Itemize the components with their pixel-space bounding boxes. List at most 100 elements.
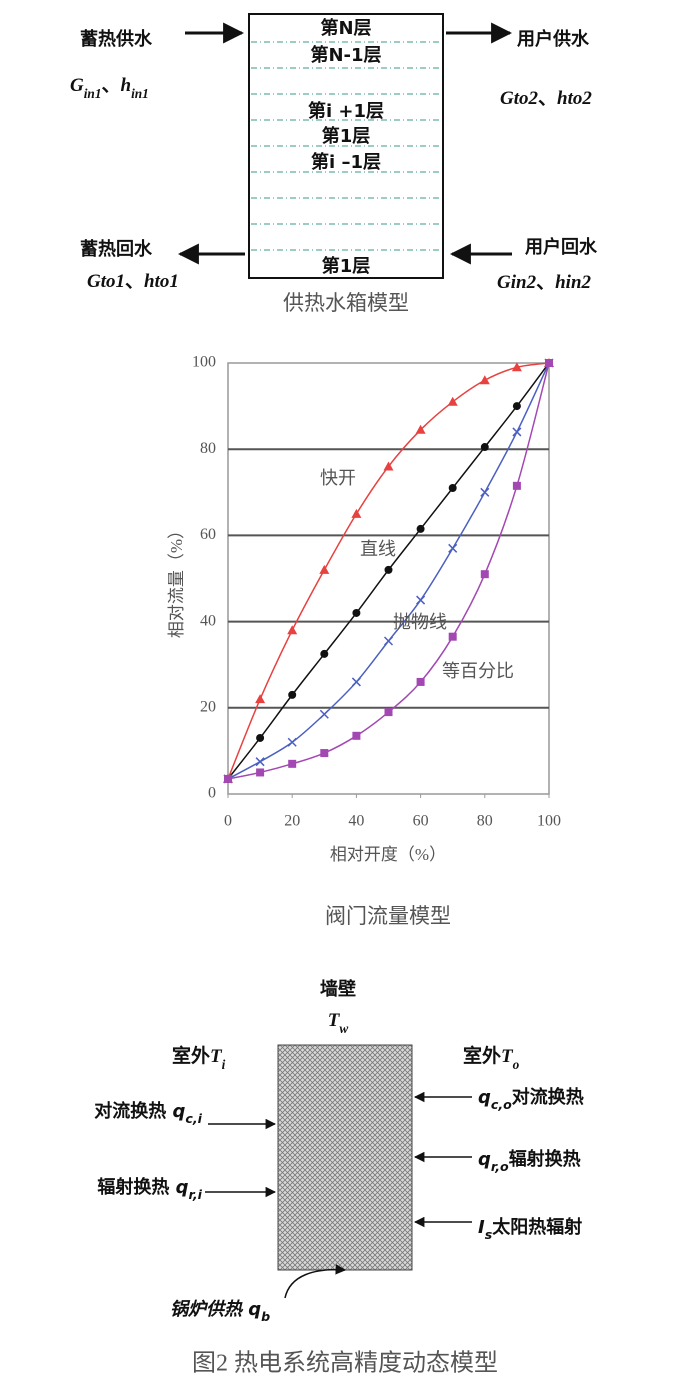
wall-title: 墙壁 xyxy=(320,978,356,1000)
sub-caption: 供热水箱模型 xyxy=(283,291,409,315)
point xyxy=(511,362,522,372)
flux-label: qc,o对流换热 xyxy=(478,1086,584,1112)
point xyxy=(512,481,521,490)
flux-label: 对流换热 qc,i xyxy=(94,1100,202,1126)
series-label: 快开 xyxy=(320,468,356,488)
plot-area xyxy=(227,362,550,795)
text-part: q xyxy=(176,1177,189,1198)
series-label: 直线 xyxy=(360,539,396,559)
point xyxy=(352,608,361,617)
point xyxy=(416,524,425,533)
point xyxy=(351,508,362,518)
point xyxy=(447,396,458,406)
point xyxy=(448,483,457,492)
side-label: 室外Ti xyxy=(172,1044,226,1071)
port-vars: Gto2、hto2 xyxy=(500,88,592,109)
y-tick-label: 20 xyxy=(200,698,216,715)
point xyxy=(288,690,297,699)
text-part: h xyxy=(121,75,132,96)
text-part: 、 xyxy=(125,271,144,292)
text-part: q xyxy=(248,1299,261,1320)
text-part: r,o xyxy=(491,1159,509,1174)
series-label: 等百分比 xyxy=(442,661,514,681)
point xyxy=(545,359,553,367)
point xyxy=(512,402,521,411)
text-part: T xyxy=(210,1046,223,1067)
layer-dividers xyxy=(251,41,441,251)
text-part: T xyxy=(501,1046,514,1067)
text-part: c,o xyxy=(491,1097,512,1112)
point xyxy=(320,649,329,658)
x-tick-label: 80 xyxy=(477,813,493,830)
text-part: Gto2 xyxy=(500,88,539,109)
point xyxy=(416,595,426,605)
text-part: 辐射换热 xyxy=(509,1148,581,1170)
text-part: w xyxy=(339,1021,348,1036)
text-part: G xyxy=(70,75,84,96)
series-label: 抛物线 xyxy=(393,612,447,632)
y-tick-label: 100 xyxy=(192,354,216,371)
point xyxy=(512,427,522,437)
sub-caption: 阀门流量模型 xyxy=(325,904,451,928)
y-tick-label: 0 xyxy=(208,785,216,802)
text-part: 、 xyxy=(101,75,120,96)
series-line xyxy=(227,362,550,780)
point xyxy=(415,424,426,434)
point xyxy=(416,677,425,686)
layer-label: 第N层 xyxy=(320,17,371,39)
point xyxy=(479,375,490,385)
point xyxy=(256,768,265,777)
text-part: hin2 xyxy=(555,272,591,293)
text-part: s xyxy=(485,1227,493,1242)
point xyxy=(480,443,489,452)
text-part: 、 xyxy=(538,88,557,109)
layer-label: 第1层 xyxy=(322,255,371,277)
port-label: 蓄热回水 xyxy=(80,238,153,260)
text-part: 、 xyxy=(536,272,555,293)
point xyxy=(383,636,394,646)
text-part: Gto1 xyxy=(87,271,125,292)
text-part: 锅炉供热 xyxy=(170,1299,248,1320)
text-part: in1 xyxy=(84,86,102,101)
text-part: o xyxy=(513,1057,520,1072)
port-vars: Gin1、hin1 xyxy=(70,75,149,100)
y-tick-label: 80 xyxy=(200,440,216,457)
text-part: 室外 xyxy=(463,1044,501,1067)
point xyxy=(352,731,361,740)
text-part: c,i xyxy=(185,1111,202,1126)
port-label: 蓄热供水 xyxy=(80,28,153,50)
x-tick-label: 0 xyxy=(224,813,232,830)
text-part: b xyxy=(261,1309,270,1324)
layer-label: 第i +1层 xyxy=(308,100,384,122)
text-part: i xyxy=(222,1057,226,1072)
wall xyxy=(277,1044,413,1271)
port-vars: Gin2、hin2 xyxy=(497,272,592,293)
point xyxy=(287,737,297,747)
point xyxy=(319,709,329,719)
point xyxy=(448,543,458,553)
series-line xyxy=(227,362,550,780)
point xyxy=(384,565,393,574)
text-part: T xyxy=(328,1010,341,1031)
text-part: 太阳热辐射 xyxy=(492,1216,582,1238)
text-part: in1 xyxy=(131,86,149,101)
x-tick-label: 20 xyxy=(284,813,300,830)
point xyxy=(320,749,329,758)
point xyxy=(448,632,457,641)
text-part: 对流换热 xyxy=(94,1100,172,1122)
point xyxy=(319,564,330,574)
x-tick-label: 100 xyxy=(537,813,561,830)
text-part: q xyxy=(173,1101,186,1122)
point xyxy=(383,461,394,471)
point xyxy=(255,694,266,704)
text-part: hto1 xyxy=(144,271,179,292)
side-label: 室外To xyxy=(463,1044,520,1071)
wall-temp: Tw xyxy=(328,1010,349,1035)
x-tick-label: 40 xyxy=(348,813,364,830)
layer-label: 第1层 xyxy=(322,125,371,147)
point xyxy=(480,570,489,579)
flux-label: 辐射换热 qr,i xyxy=(97,1176,202,1202)
text-part: 对流换热 xyxy=(512,1086,584,1108)
x-tick-label: 60 xyxy=(413,813,429,830)
